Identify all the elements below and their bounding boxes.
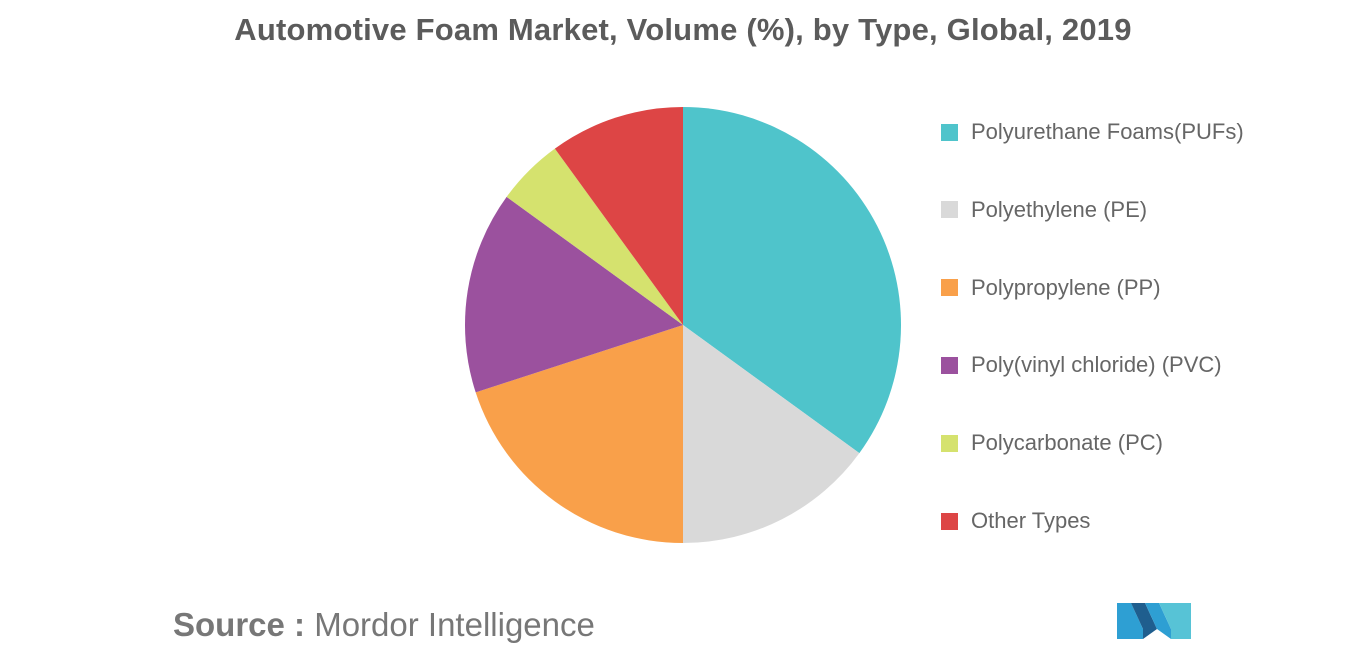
pie-slice-3 — [464, 196, 683, 393]
legend-item: Polyurethane Foams(PUFs) — [941, 112, 1341, 152]
pie-slice-1 — [683, 325, 860, 543]
mordor-intelligence-logo-icon — [1117, 603, 1191, 639]
legend-swatch — [941, 279, 958, 297]
source-label: Source : — [173, 606, 306, 643]
pie-slice-4 — [506, 148, 683, 325]
legend-item: Polycarbonate (PC) — [941, 423, 1341, 463]
legend-label: Poly(vinyl chloride) (PVC) — [971, 352, 1222, 378]
chart-title: Automotive Foam Market, Volume (%), by T… — [234, 12, 1132, 47]
pie-slice-5 — [554, 106, 683, 325]
legend-label: Other Types — [971, 508, 1091, 533]
legend-item: Polypropylene (PP) — [941, 268, 1341, 308]
legend-swatch — [941, 123, 958, 141]
source-note: Source : Mordor Intelligence — [173, 606, 595, 644]
legend-item: Polyethylene (PE) — [941, 190, 1341, 230]
legend-swatch — [941, 512, 958, 530]
legend-swatch — [941, 201, 958, 219]
legend-label: Polyethylene (PE) — [971, 196, 1148, 222]
legend-label: Polyurethane Foams(PUFs) — [971, 119, 1244, 144]
legend-item: Other Types — [941, 501, 1341, 541]
legend-label: Polypropylene (PP) — [971, 274, 1161, 300]
legend-swatch — [941, 434, 958, 452]
legend-item: Poly(vinyl chloride) (PVC) — [941, 345, 1341, 385]
legend-swatch — [941, 356, 958, 374]
legend-label: Polycarbonate (PC) — [971, 430, 1163, 456]
pie-slice-0 — [683, 107, 902, 454]
source-value: Mordor Intelligence — [314, 606, 595, 643]
pie-slice-2 — [475, 325, 683, 543]
